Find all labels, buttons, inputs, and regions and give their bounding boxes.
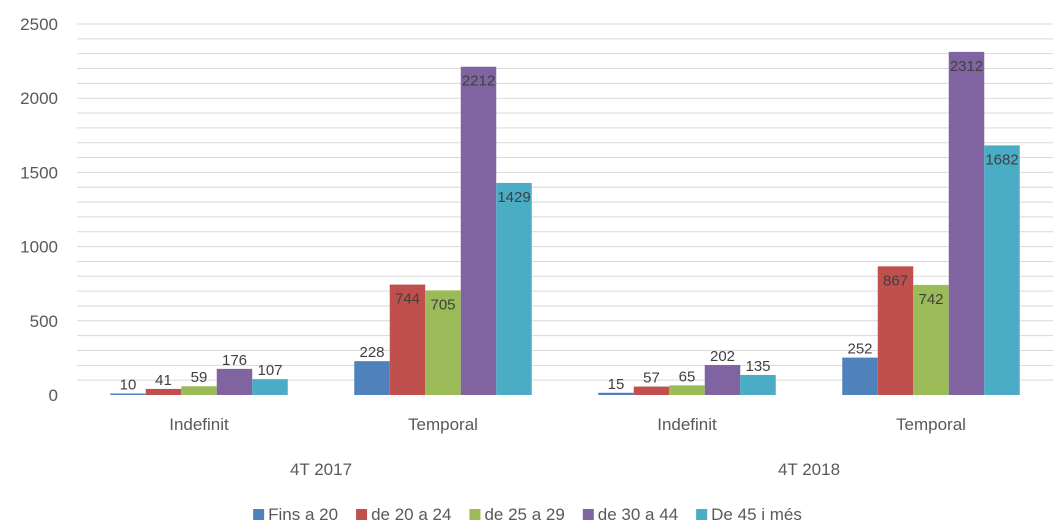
data-label: 228 xyxy=(359,344,384,361)
y-tick-label: 500 xyxy=(30,312,58,331)
bar xyxy=(669,385,705,395)
bar xyxy=(877,266,914,395)
legend-swatch xyxy=(253,509,265,520)
data-label: 252 xyxy=(847,341,872,358)
data-label: 10 xyxy=(120,377,137,394)
legend-label: De 45 i més xyxy=(711,505,802,524)
data-label: 867 xyxy=(883,272,908,289)
x-category-label: Indefinit xyxy=(169,415,229,434)
data-label: 65 xyxy=(679,368,696,385)
bar xyxy=(704,365,741,395)
bar xyxy=(633,386,670,395)
legend-label: de 25 a 29 xyxy=(484,505,564,524)
x-group-label: 4T 2017 xyxy=(290,460,352,479)
bar xyxy=(460,66,497,395)
bar xyxy=(948,51,985,395)
y-tick-label: 2000 xyxy=(20,89,58,108)
data-label: 202 xyxy=(710,348,735,365)
legend-swatch xyxy=(696,509,708,520)
bar xyxy=(110,393,146,395)
data-label: 176 xyxy=(222,352,247,369)
legend-label: de 20 a 24 xyxy=(371,505,451,524)
y-tick-label: 2500 xyxy=(20,15,58,34)
bar xyxy=(145,388,182,395)
bar xyxy=(984,145,1020,395)
bar xyxy=(496,182,532,395)
bar xyxy=(740,374,776,395)
y-tick-label: 0 xyxy=(49,386,58,405)
x-group-label: 4T 2018 xyxy=(778,460,840,479)
bar xyxy=(842,357,878,395)
y-tick-label: 1500 xyxy=(20,163,58,182)
bar xyxy=(913,284,949,395)
data-label: 705 xyxy=(430,296,455,313)
data-label: 41 xyxy=(155,372,172,389)
data-label: 107 xyxy=(257,362,282,379)
legend-swatch xyxy=(469,509,481,520)
legend-swatch xyxy=(582,509,594,520)
x-category-label: Temporal xyxy=(408,415,478,434)
x-category-label: Temporal xyxy=(896,415,966,434)
y-tick-label: 1000 xyxy=(20,238,58,257)
data-label: 1682 xyxy=(985,151,1018,168)
bar xyxy=(389,284,426,395)
data-label: 2212 xyxy=(462,73,495,90)
bar xyxy=(425,290,461,395)
legend-label: de 30 a 44 xyxy=(598,505,678,524)
data-label: 2312 xyxy=(950,58,983,75)
legend-label: Fins a 20 xyxy=(268,505,338,524)
data-label: 1429 xyxy=(497,189,530,206)
data-label: 15 xyxy=(608,376,625,393)
x-category-label: Indefinit xyxy=(657,415,717,434)
bar xyxy=(252,379,288,395)
bar xyxy=(216,368,253,395)
bar xyxy=(598,392,634,395)
bar xyxy=(181,386,217,395)
data-label: 744 xyxy=(395,291,420,308)
legend-swatch xyxy=(356,509,368,520)
data-label: 59 xyxy=(191,369,208,386)
data-label: 57 xyxy=(643,370,660,387)
data-label: 742 xyxy=(918,291,943,308)
bar xyxy=(354,361,390,395)
data-label: 135 xyxy=(745,358,770,375)
